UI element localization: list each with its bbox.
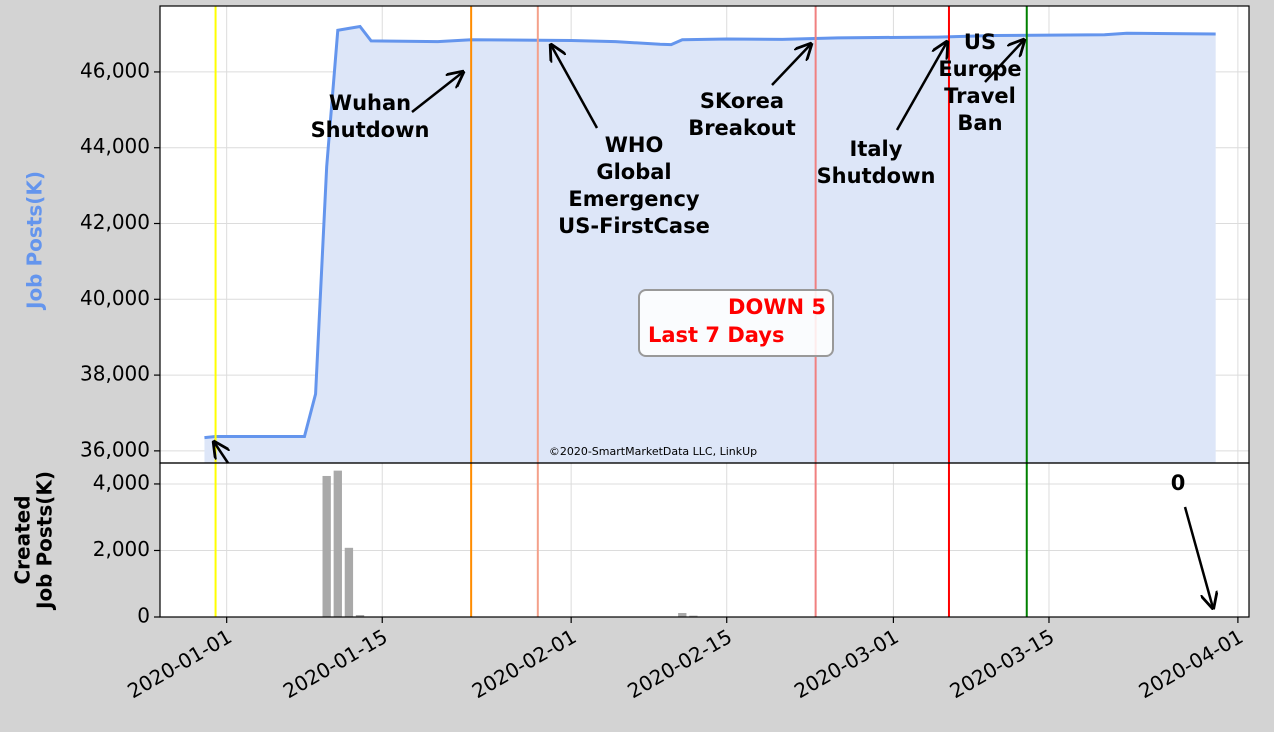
- y-tick-label: 44,000: [80, 134, 150, 158]
- callout-text: DOWN 5: [728, 295, 826, 319]
- bar: [322, 475, 331, 617]
- y-tick-label: 40,000: [80, 286, 150, 310]
- x-tick-label: 2020-01-01: [123, 624, 236, 703]
- annotation: Ban: [957, 111, 1002, 135]
- x-tick-label: 2020-03-01: [790, 624, 903, 703]
- bar: [689, 615, 698, 617]
- annotation: Wuhan: [329, 91, 411, 115]
- y-tick-label: 4,000: [93, 470, 150, 494]
- y-axis-label: Job Posts(K): [33, 471, 57, 611]
- y-tick-label: 0: [137, 604, 150, 628]
- annotation: 0: [1171, 471, 1186, 495]
- annotation: Emergency: [568, 187, 699, 211]
- callout-box: [638, 289, 834, 357]
- arrow: [551, 45, 599, 129]
- y-tick-label: 46,000: [80, 58, 150, 82]
- x-tick-label: 2020-02-15: [623, 624, 736, 703]
- line: [204, 24, 1216, 440]
- bar: [355, 615, 365, 617]
- arrow: [411, 72, 463, 113]
- arrow: [771, 44, 811, 86]
- y-tick-label: 2,000: [93, 537, 150, 561]
- annotation: Breakout: [688, 116, 796, 140]
- area: [204, 26, 1216, 464]
- annotation: Europe: [938, 57, 1021, 81]
- annotation: Travel: [944, 84, 1016, 108]
- arrow: [1183, 506, 1213, 608]
- arrow: [895, 42, 947, 131]
- x-tick-label: 2020-02-01: [468, 624, 581, 703]
- credit: ©2020-SmartMarketData LLC, LinkUp: [549, 445, 757, 458]
- annotation: WHO: [605, 133, 664, 157]
- x-tick-label: 2020-01-15: [279, 624, 392, 703]
- annotation: Shutdown: [817, 164, 936, 188]
- callout-text: Last 7 Days: [648, 323, 784, 347]
- bar: [333, 470, 342, 617]
- y-tick-label: 42,000: [80, 210, 150, 234]
- arrow: [214, 442, 228, 464]
- annotation: SKorea: [700, 89, 784, 113]
- y-axis-label: Created: [11, 495, 35, 584]
- annotation: Shutdown: [311, 118, 430, 142]
- y-tick-label: 38,000: [80, 362, 150, 386]
- bar: [678, 613, 687, 617]
- x-tick-label: 2020-03-15: [946, 624, 1059, 703]
- annotation: Global: [596, 160, 671, 184]
- x-tick-label: 2020-04-01: [1134, 624, 1247, 703]
- annotation: Italy: [850, 137, 903, 161]
- arrow: [984, 40, 1024, 83]
- bottom-frame: [159, 462, 1250, 618]
- y-tick-label: 36,000: [80, 437, 150, 461]
- bar: [344, 547, 354, 617]
- y-axis-label: Job Posts(K): [23, 171, 47, 311]
- annotation: US: [964, 30, 996, 54]
- annotation: US-FirstCase: [558, 214, 710, 238]
